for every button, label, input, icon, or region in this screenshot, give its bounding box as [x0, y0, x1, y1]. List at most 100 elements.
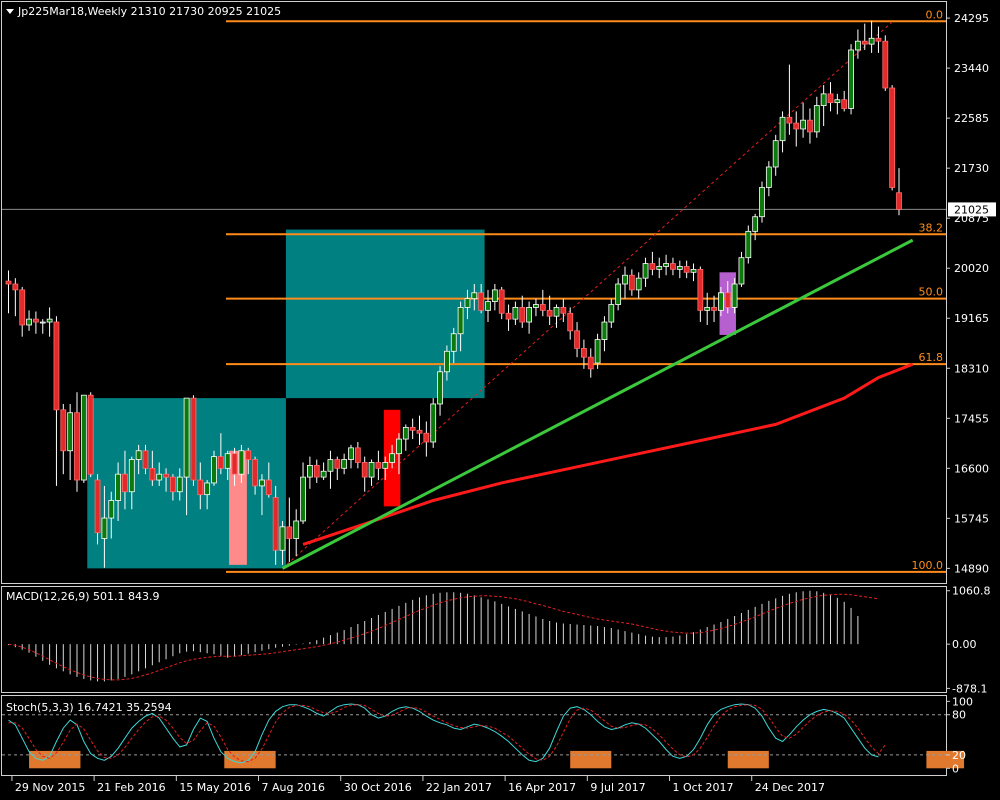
candle [382, 456, 389, 481]
xtick-label: 7 Aug 2016 [262, 781, 325, 794]
candle-body [615, 283, 622, 305]
candle-body [306, 464, 313, 478]
candle [676, 260, 683, 279]
price-panel[interactable]: 0.0 38.2 50.0 61.8 100.0 [2, 8, 946, 573]
candle [608, 298, 615, 328]
candle-body [259, 479, 265, 487]
candle-body [300, 476, 306, 522]
candle-body [567, 312, 574, 332]
axes: 2429523440225852173020875200201916518310… [11, 12, 996, 794]
candle [169, 474, 176, 501]
candle-body [265, 479, 272, 496]
macd-panel[interactable] [8, 590, 879, 682]
chart-menu-triangle-icon[interactable] [6, 9, 14, 14]
candle-body [416, 429, 423, 434]
current-price-label: 21025 [954, 203, 989, 216]
candle [265, 462, 272, 498]
candle [875, 26, 882, 53]
candle [567, 307, 574, 340]
candle-body [60, 409, 67, 452]
oversold-box-4 [926, 750, 965, 769]
candle [649, 251, 656, 276]
candle-body [135, 450, 142, 460]
candle-body [108, 500, 115, 519]
xtick-label: 22 Jan 2017 [426, 781, 492, 794]
candle [320, 462, 327, 481]
candle [656, 257, 663, 279]
candle [533, 298, 539, 317]
candle [724, 281, 731, 314]
candle [368, 459, 375, 486]
candle [252, 456, 259, 495]
candle [786, 64, 793, 135]
stoch-ytick-label: 20 [952, 749, 966, 762]
candle [478, 284, 485, 314]
candle [26, 310, 32, 331]
candle [348, 444, 354, 469]
candle-body [786, 116, 793, 124]
xtick-label: 15 May 2016 [179, 781, 251, 794]
candle-body [882, 40, 889, 89]
candle [587, 348, 594, 378]
candle-body [656, 266, 663, 270]
candle-body [718, 292, 724, 311]
candle-body [396, 438, 402, 455]
candle [704, 292, 711, 325]
candle [19, 286, 26, 337]
candle [416, 415, 423, 445]
candle-body [539, 304, 546, 311]
candle-body [231, 453, 238, 475]
oversold-box-3 [727, 750, 769, 769]
candle [409, 418, 416, 440]
candle-body [402, 426, 409, 440]
xtick-label: 1 Oct 2017 [673, 781, 734, 794]
candle [293, 509, 300, 557]
candle [738, 251, 745, 287]
candle-body [772, 140, 779, 168]
candle-body [800, 119, 806, 130]
candle-body [156, 473, 163, 481]
candle-body [53, 321, 60, 411]
stoch-panel[interactable] [2, 703, 965, 769]
candle [793, 111, 800, 147]
candle [670, 257, 676, 276]
candle [300, 462, 306, 524]
candle-body [752, 216, 759, 232]
oversold-box-2 [570, 750, 612, 769]
candle [512, 301, 519, 325]
candle-body [142, 450, 149, 469]
candle [731, 278, 738, 314]
candle-body [553, 307, 560, 317]
candle-body [807, 119, 813, 133]
candle [53, 316, 60, 486]
candle [882, 35, 889, 91]
candle [745, 225, 752, 264]
candle-body [39, 321, 46, 324]
candle-body [896, 192, 902, 210]
candle-body [437, 371, 443, 405]
macd-panel-frame [1, 586, 947, 693]
price-panel-frame [1, 1, 947, 584]
trend-line [281, 238, 914, 570]
candle [663, 254, 669, 276]
candle-body [697, 268, 704, 311]
stoch-panel-frame [1, 695, 947, 776]
candle [868, 20, 875, 53]
candle-body [19, 289, 26, 326]
candle [231, 447, 238, 486]
candle-body [26, 318, 32, 326]
candle-body [313, 464, 320, 478]
candle [245, 447, 252, 475]
candle-body [101, 517, 108, 539]
candle-body [12, 283, 19, 291]
candle-body [217, 456, 224, 469]
candle [752, 213, 759, 241]
candle [5, 270, 12, 314]
candle-body [683, 266, 690, 273]
candle [204, 480, 211, 510]
highlight-box-2 [229, 450, 247, 565]
candle [60, 403, 67, 475]
highlight-box-1 [285, 229, 485, 399]
stoch-title: Stoch(5,3,3) 16.7421 35.2594 [6, 701, 172, 714]
